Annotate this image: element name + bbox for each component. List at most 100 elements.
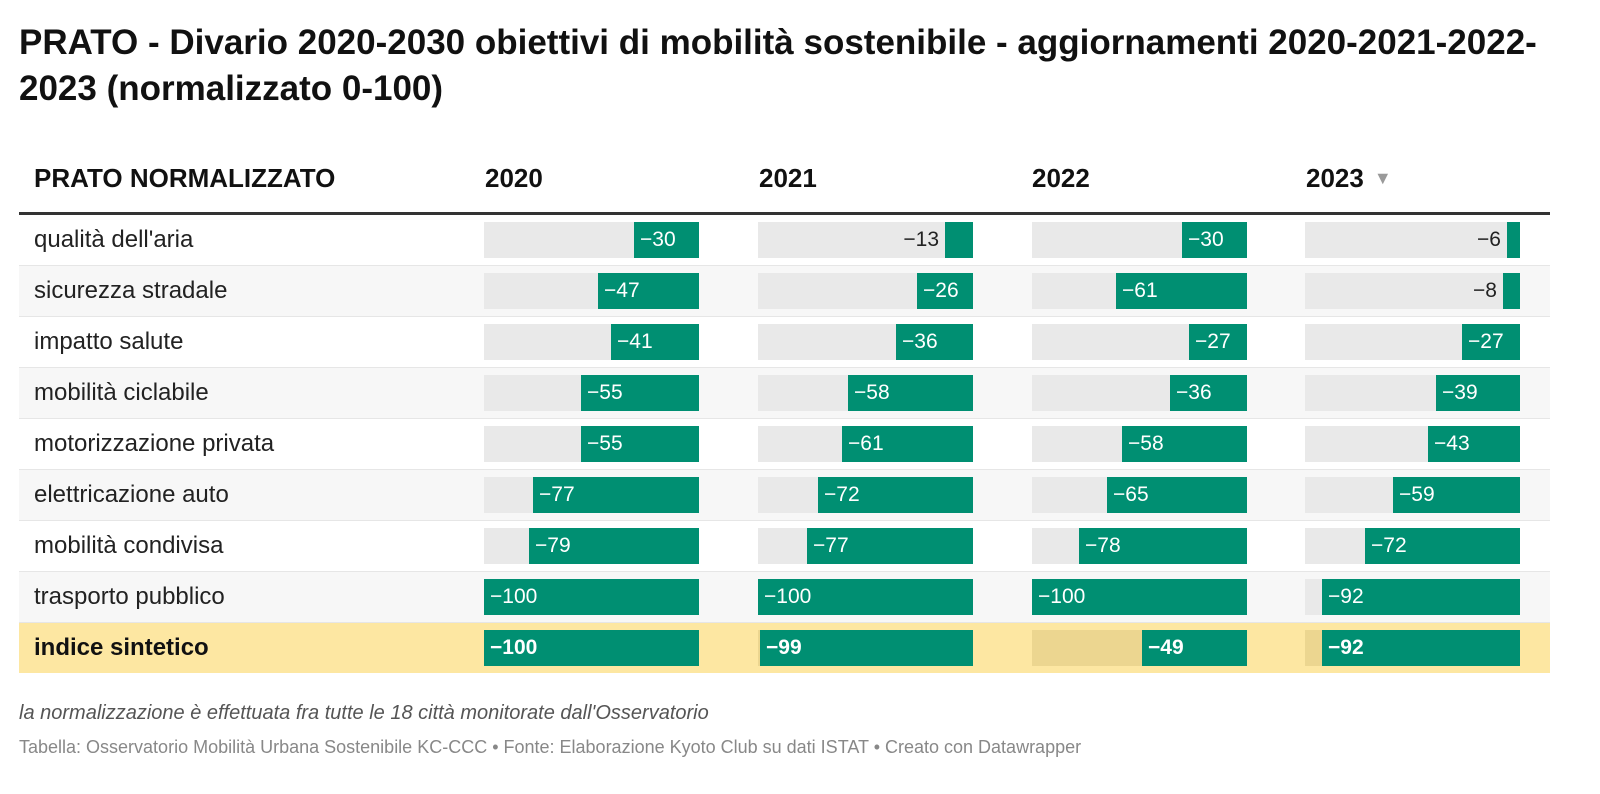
cell-mobilita-condivisa-2020: −79 [484, 528, 699, 564]
value-label: −100 [764, 585, 812, 608]
cell-mobilita-ciclabile-2022: −36 [1032, 375, 1247, 411]
bar-sicurezza-stradale-2023 [1503, 273, 1520, 309]
bar-elettricazione-auto-2022 [1107, 477, 1247, 513]
value-label: −30 [640, 228, 676, 251]
bar-elettricazione-auto-2023 [1393, 477, 1520, 513]
bar-mobilita-condivisa-2023 [1365, 528, 1520, 564]
value-label: −92 [1328, 585, 1364, 608]
bar-sicurezza-stradale-2020 [598, 273, 699, 309]
data-table: PRATO NORMALIZZATO 2020 2021 2022 2023 ▼ … [19, 150, 1550, 673]
cell-trasporto-pubblico-2023: −92 [1305, 579, 1520, 615]
value-label: −77 [813, 534, 849, 557]
column-header-city[interactable]: PRATO NORMALIZZATO [34, 163, 336, 193]
column-header-2020[interactable]: 2020 [485, 163, 543, 193]
table-row-motorizzazione-privata: motorizzazione privata −55 −61 −58 −43 [19, 419, 1550, 470]
value-label: −65 [1113, 483, 1149, 506]
bar-impatto-salute-2022 [1189, 324, 1247, 360]
sort-descending-icon[interactable]: ▼ [1373, 168, 1392, 188]
cell-mobilita-condivisa-2023: −72 [1305, 528, 1520, 564]
bar-elettricazione-auto-2020 [533, 477, 699, 513]
bar-motorizzazione-privata-2022 [1122, 426, 1247, 462]
value-label: −27 [1468, 330, 1504, 353]
value-label: −61 [848, 432, 884, 455]
chart-title: PRATO - Divario 2020-2030 obiettivi di m… [19, 23, 1537, 108]
cell-mobilita-ciclabile-2023: −39 [1305, 375, 1520, 411]
value-label: −79 [535, 534, 571, 557]
cell-sicurezza-stradale-2020: −47 [484, 273, 699, 309]
cell-mobilita-ciclabile-2021: −58 [758, 375, 973, 411]
value-label: −100 [490, 636, 538, 659]
bar-indice-sintetico-2022 [1142, 630, 1247, 666]
value-label: −13 [903, 228, 939, 251]
value-label: −6 [1477, 228, 1501, 251]
value-label: −99 [766, 636, 802, 659]
cell-elettricazione-auto-2020: −77 [484, 477, 699, 513]
cell-sicurezza-stradale-2023: −8 [1305, 273, 1520, 309]
value-label: −72 [1371, 534, 1407, 557]
value-label: −55 [587, 381, 623, 404]
value-label: −47 [604, 279, 640, 302]
cell-trasporto-pubblico-2020: −100 [484, 579, 699, 615]
bar-impatto-salute-2023 [1462, 324, 1520, 360]
value-label: −55 [587, 432, 623, 455]
bar-indice-sintetico-2023 [1322, 630, 1520, 666]
cell-motorizzazione-privata-2022: −58 [1032, 426, 1247, 462]
cell-indice-sintetico-2021: −99 [758, 630, 973, 666]
value-label: −100 [490, 585, 538, 608]
table-row-impatto-salute: impatto salute −41 −36 −27 −27 [19, 317, 1550, 368]
bar-mobilita-condivisa-2020 [529, 528, 699, 564]
bar-sicurezza-stradale-2021 [917, 273, 973, 309]
bar-trasporto-pubblico-2022 [1032, 579, 1247, 615]
row-label: trasporto pubblico [34, 583, 225, 610]
row-label: mobilità ciclabile [34, 379, 209, 406]
bar-indice-sintetico-2021 [760, 630, 973, 666]
value-label: −8 [1473, 279, 1497, 302]
value-label: −26 [923, 279, 959, 302]
table-note: la normalizzazione è effettuata fra tutt… [19, 702, 709, 724]
cell-trasporto-pubblico-2022: −100 [1032, 579, 1247, 615]
bar-indice-sintetico-2020 [484, 630, 699, 666]
value-label: −77 [539, 483, 575, 506]
cell-indice-sintetico-2020: −100 [484, 630, 699, 666]
row-label: sicurezza stradale [34, 277, 228, 304]
bar-mobilita-ciclabile-2023 [1436, 375, 1520, 411]
cell-impatto-salute-2023: −27 [1305, 324, 1520, 360]
table-row-qualita-dell-aria: qualità dell'aria −30 −13 −30 −6 [19, 215, 1550, 266]
bar-qualita-dell-aria-2020 [634, 222, 699, 258]
value-label: −72 [824, 483, 860, 506]
cell-qualita-dell-aria-2021: −13 [758, 222, 973, 258]
value-label: −92 [1328, 636, 1364, 659]
cell-elettricazione-auto-2023: −59 [1305, 477, 1520, 513]
cell-mobilita-ciclabile-2020: −55 [484, 375, 699, 411]
bar-impatto-salute-2020 [611, 324, 699, 360]
cell-qualita-dell-aria-2022: −30 [1032, 222, 1247, 258]
value-label: −78 [1085, 534, 1121, 557]
cell-motorizzazione-privata-2021: −61 [758, 426, 973, 462]
bar-mobilita-ciclabile-2021 [848, 375, 973, 411]
bar-elettricazione-auto-2021 [818, 477, 973, 513]
column-header-2022[interactable]: 2022 [1032, 163, 1090, 193]
value-label: −27 [1195, 330, 1231, 353]
row-label: indice sintetico [34, 634, 209, 661]
bar-mobilita-condivisa-2021 [807, 528, 973, 564]
source-credits: Tabella: Osservatorio Mobilità Urbana So… [19, 737, 1082, 757]
table-body: qualità dell'aria −30 −13 −30 −6 sicurezza st… [19, 215, 1550, 673]
value-label: −30 [1188, 228, 1224, 251]
bar-mobilita-ciclabile-2022 [1170, 375, 1247, 411]
cell-indice-sintetico-2023: −92 [1305, 630, 1520, 666]
cell-qualita-dell-aria-2020: −30 [484, 222, 699, 258]
value-label: −36 [1176, 381, 1212, 404]
value-label: −39 [1442, 381, 1478, 404]
bar-motorizzazione-privata-2021 [842, 426, 973, 462]
table-row-trasporto-pubblico: trasporto pubblico −100 −100 −100 −92 [19, 572, 1550, 623]
column-header-2021[interactable]: 2021 [759, 163, 817, 193]
bar-trasporto-pubblico-2021 [758, 579, 973, 615]
value-label: −100 [1038, 585, 1086, 608]
value-label: −43 [1434, 432, 1470, 455]
bar-motorizzazione-privata-2023 [1428, 426, 1520, 462]
cell-motorizzazione-privata-2023: −43 [1305, 426, 1520, 462]
cell-impatto-salute-2022: −27 [1032, 324, 1247, 360]
column-header-2023[interactable]: 2023 ▼ [1306, 163, 1392, 194]
cell-qualita-dell-aria-2023: −6 [1305, 222, 1520, 258]
value-label: −59 [1399, 483, 1435, 506]
